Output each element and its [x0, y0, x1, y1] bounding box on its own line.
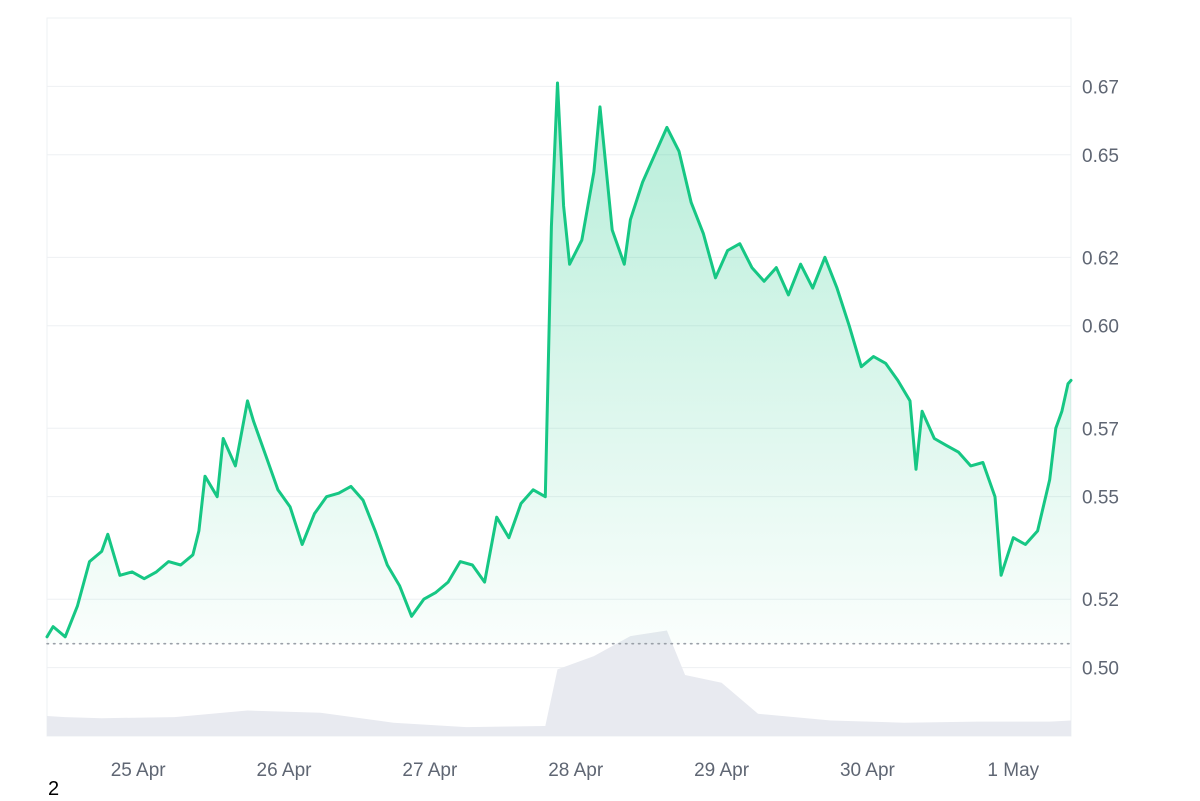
x-axis: 25 Apr 26 Apr 27 Apr 28 Apr 29 Apr 30 Apr 1 Ma…	[111, 760, 1040, 781]
price-line	[45, 81, 1073, 639]
y-tick-label-6: 0.65	[1082, 146, 1119, 167]
y-tick-label-0: 0.50	[1082, 659, 1119, 680]
y-axis: 0.50 0.52 0.55 0.57 0.60 0.62 0.65 0.67	[1082, 77, 1119, 679]
y-tick-label-3: 0.57	[1082, 419, 1119, 440]
price-area	[47, 83, 1071, 644]
y-tick-label-5: 0.62	[1082, 248, 1119, 269]
y-tick-label-2: 0.55	[1082, 488, 1119, 509]
area-layer	[47, 83, 1071, 644]
y-tick-label-4: 0.60	[1082, 317, 1119, 338]
x-tick-label-6: 1 May	[987, 760, 1039, 781]
x-tick-label-4: 29 Apr	[694, 760, 750, 781]
y-tick-label-7: 0.67	[1082, 77, 1119, 98]
x-tick-label-2: 27 Apr	[402, 760, 458, 781]
line-layer	[45, 81, 1073, 639]
x-tick-label-5: 30 Apr	[840, 760, 896, 781]
x-tick-label-1: 26 Apr	[257, 760, 313, 781]
volume-area	[47, 630, 1071, 736]
corner-note: 2	[48, 778, 60, 800]
volume-layer	[47, 630, 1071, 736]
x-tick-label-3: 28 Apr	[548, 760, 604, 781]
y-tick-label-1: 0.52	[1082, 590, 1119, 611]
x-tick-label-0: 25 Apr	[111, 760, 167, 781]
